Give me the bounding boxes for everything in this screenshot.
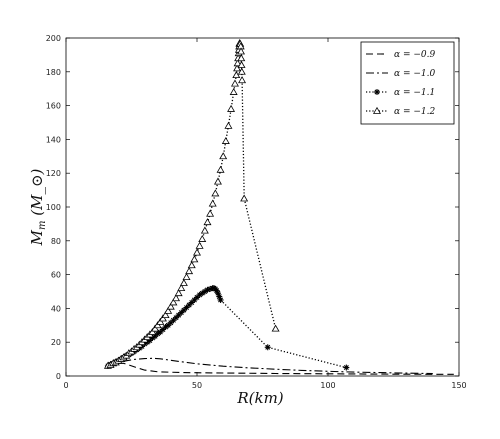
plot-area [103, 38, 454, 375]
legend-label-1: α = −1.0 [394, 69, 435, 79]
series-3-point-67 [271, 324, 280, 332]
series-3-point-44 [219, 152, 228, 160]
series-2-point-48 [343, 364, 350, 371]
series-2-line [107, 287, 347, 369]
y-tick-label-4: 80 [51, 237, 61, 246]
x-tick-label-0: 0 [63, 381, 68, 390]
series-3-point-24 [166, 302, 175, 310]
x-tick-label-1: 50 [192, 381, 202, 390]
series-3-point-42 [213, 177, 222, 185]
series-3-point-46 [224, 121, 233, 129]
series-2 [104, 285, 350, 371]
series-1-line [107, 357, 433, 375]
y-tick-label-9: 180 [46, 68, 61, 77]
series-3-point-27 [174, 289, 183, 297]
series-3-point-49 [231, 79, 239, 87]
series-3-point-45 [221, 136, 230, 144]
legend: α = −0.9 α = −1.0 α = −1.1 α = −1.2 [360, 41, 455, 125]
y-tick-label-7: 140 [46, 135, 61, 144]
legend-entry-2: α = −1.1 [366, 88, 435, 98]
series-3-point-29 [179, 278, 188, 286]
series-3-point-36 [198, 235, 207, 242]
series-2-point-47-d2 [265, 344, 271, 350]
series-3-point-18 [151, 324, 160, 332]
series-3-point-32 [187, 261, 196, 269]
x-tick-label-2: 100 [320, 381, 335, 390]
y-axis-label-unit: (M_⊙) [28, 168, 46, 220]
series-3-point-17 [148, 327, 157, 335]
series-3-point-21 [158, 314, 167, 322]
series-3-point-43 [216, 165, 225, 173]
series-3-point-65 [238, 76, 247, 84]
legend-label-0: α = −0.9 [394, 50, 435, 60]
x-axis-label: R(km) [236, 389, 283, 407]
series-3-point-38 [203, 218, 212, 226]
y-tick-label-2: 40 [51, 304, 61, 313]
series-3 [103, 38, 280, 369]
series-2-point-43-d2 [214, 288, 220, 294]
series-3-point-34 [193, 248, 201, 256]
series-2-point-46 [217, 296, 224, 303]
series-3-point-20 [156, 317, 165, 325]
series-3-point-47 [227, 104, 236, 112]
legend-marker-2-d2 [374, 89, 380, 95]
series-3-point-25 [169, 298, 178, 306]
y-axis-label-sub: m [37, 221, 48, 230]
series-3-line [107, 41, 277, 367]
series-3-point-33 [190, 255, 199, 263]
series-3-point-48 [229, 87, 238, 95]
series-3-point-51 [233, 64, 242, 72]
series-3-point-62 [237, 54, 246, 62]
series-3-point-30 [182, 273, 191, 281]
series-3-point-61 [237, 47, 246, 55]
y-tick-label-5: 100 [46, 203, 61, 212]
y-tick-label-0: 0 [56, 372, 61, 381]
series-3-point-22 [161, 311, 170, 319]
y-tick-label-6: 120 [46, 169, 61, 178]
series-2-point-47 [264, 344, 271, 351]
series-3-point-52 [233, 59, 242, 67]
y-axis-label: Mm (M_⊙) [28, 168, 48, 246]
series-3-point-31 [185, 267, 194, 275]
series-3-point-64 [237, 67, 246, 75]
legend-label-2: α = −1.1 [394, 88, 435, 98]
series-3-point-50 [232, 71, 241, 79]
series-3-point-35 [195, 241, 204, 249]
axes: 0 50 100 150 0 20 40 60 80 100 120 140 160 180 200 R(km… [28, 34, 467, 407]
series-3-point-28 [177, 284, 186, 291]
series-3-point-40 [208, 199, 217, 207]
y-tick-label-1: 20 [51, 338, 61, 347]
legend-entry-3: α = −1.2 [366, 106, 435, 117]
series-3-point-26 [172, 294, 181, 302]
series-2-point-46-d2 [218, 297, 224, 303]
legend-marker-3 [373, 106, 381, 114]
y-tick-label-3: 60 [51, 271, 61, 280]
series-3-point-66 [240, 194, 249, 202]
y-axis-label-base: M [28, 229, 46, 246]
legend-marker-2 [374, 89, 380, 95]
y-tick-label-10: 200 [46, 34, 61, 43]
series-2-point-44-d2 [215, 290, 221, 296]
series-3-point-37 [200, 226, 209, 234]
x-tick-label-3: 150 [451, 381, 466, 390]
series-1 [107, 357, 433, 375]
y-tick-label-8: 160 [46, 102, 61, 111]
legend-label-3: α = −1.2 [394, 107, 435, 117]
series-3-point-63 [237, 60, 246, 68]
series-3-point-19 [153, 321, 162, 329]
series-3-point-23 [164, 306, 173, 314]
series-2-point-45-d2 [216, 294, 222, 300]
series-3-point-39 [206, 209, 215, 217]
series-2-point-48-d2 [343, 365, 349, 371]
series-3-point-41 [211, 189, 220, 197]
legend-entry-0: α = −0.9 [366, 50, 435, 60]
legend-entry-1: α = −1.0 [366, 69, 435, 79]
